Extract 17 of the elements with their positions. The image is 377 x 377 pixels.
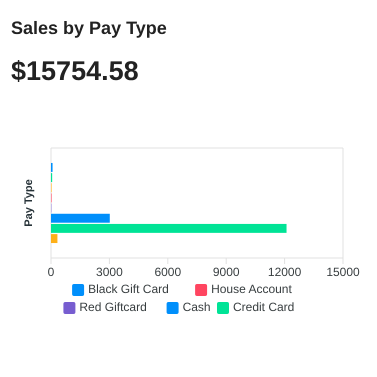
legend-label: Cash [182, 300, 211, 314]
legend-label: Black Gift Card [88, 282, 169, 296]
x-tick-label: 3000 [96, 265, 124, 279]
x-tick-label: 6000 [154, 265, 182, 279]
x-tick-label: 12000 [268, 265, 302, 279]
chart-title: Sales by Pay Type [11, 18, 167, 38]
x-tick-label: 0 [48, 265, 55, 279]
bar [51, 234, 58, 244]
x-tick-label: 9000 [212, 265, 240, 279]
chart-subtitle: $15754.58 [11, 56, 139, 86]
legend-label: Credit Card [233, 300, 294, 314]
x-tick-label: 15000 [326, 265, 360, 279]
bar [51, 224, 287, 233]
bar [51, 214, 110, 223]
y-axis-title: Pay Type [23, 179, 35, 227]
legend-label: Red Giftcard [79, 300, 147, 314]
legend-label: House Account [211, 282, 292, 296]
